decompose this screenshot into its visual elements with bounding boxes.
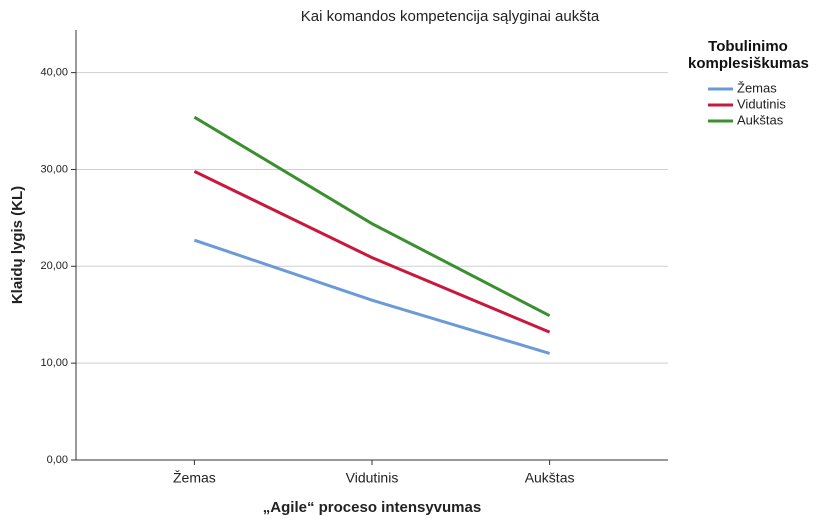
legend-label: Vidutinis <box>737 96 786 111</box>
series-line <box>193 238 551 355</box>
y-axis-label: Klaidų lygis (KL) <box>9 186 26 304</box>
y-tick-label: 0,00 <box>47 454 68 466</box>
series-line <box>193 115 551 318</box>
x-tick-label: Vidutinis <box>346 470 399 486</box>
chart-title: Kai komandos kompetencija sąlyginai aukš… <box>301 8 600 25</box>
y-tick-label: 40,00 <box>40 67 68 79</box>
series-line <box>193 170 551 334</box>
x-tick-label: Aukštas <box>525 470 575 486</box>
legend-label: Aukštas <box>737 112 784 127</box>
y-tick-label: 30,00 <box>40 163 68 175</box>
y-tick-label: 10,00 <box>40 357 68 369</box>
y-tick-label: 20,00 <box>40 260 68 272</box>
legend-title: Tobulinimo komplesiškumas <box>688 38 809 72</box>
x-tick-label: Žemas <box>173 470 216 486</box>
x-axis-label: „Agile“ proceso intensyvumas <box>263 499 481 516</box>
legend-label: Žemas <box>737 80 777 95</box>
